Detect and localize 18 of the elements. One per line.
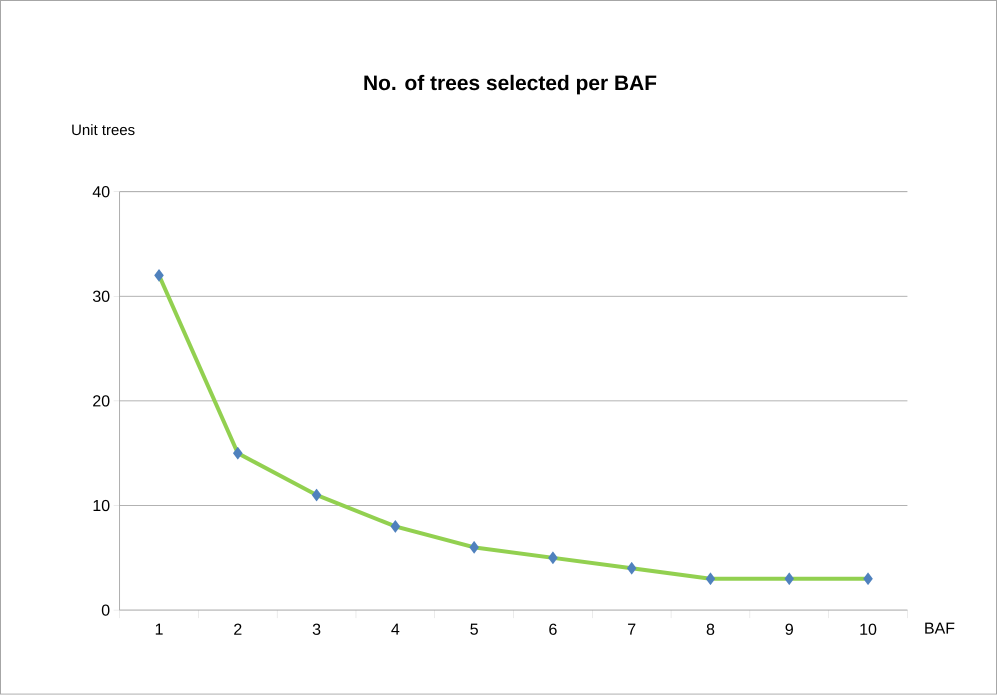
y-tick-label: 10 — [94, 500, 110, 512]
y-tick-label: 20 — [93, 395, 110, 407]
y-tick-label: 30 — [92, 290, 110, 302]
x-tick-label: 10 — [860, 624, 876, 636]
x-tick-label: 7 — [628, 624, 636, 635]
x-tick-label: 6 — [549, 624, 557, 636]
x-axis-title: BAF — [925, 622, 954, 634]
y-tick-label: 0 — [102, 604, 110, 616]
x-tick-label: 1 — [156, 624, 163, 635]
chart-title: No. of trees selected per BAF — [364, 74, 656, 94]
y-axis-title: Unit trees — [72, 124, 135, 136]
x-tick-label: 3 — [312, 624, 320, 636]
x-tick-label: 8 — [706, 624, 714, 636]
x-tick-label: 9 — [786, 624, 793, 636]
x-tick-label: 5 — [470, 624, 478, 635]
x-tick-label: 4 — [391, 624, 400, 635]
y-tick-label: 40 — [92, 186, 110, 198]
x-tick-label: 2 — [234, 624, 242, 635]
